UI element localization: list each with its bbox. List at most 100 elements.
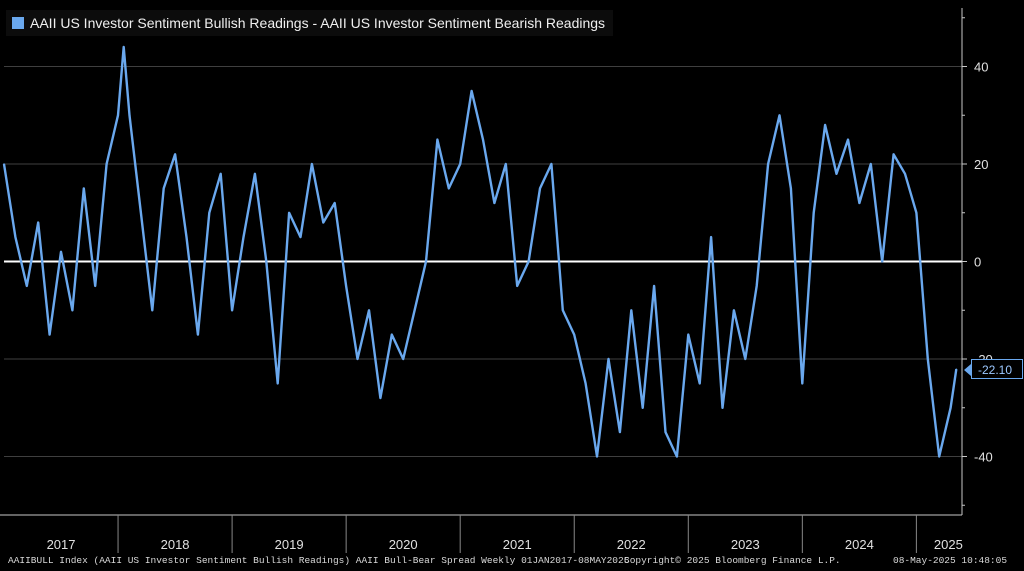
x-tick-label: 2022 (617, 537, 646, 552)
series-point (379, 397, 382, 399)
series-point (151, 309, 154, 312)
series-point (562, 309, 564, 312)
series-point (778, 114, 781, 117)
series-point (356, 358, 359, 360)
series-point (733, 309, 735, 312)
series-point (345, 285, 347, 287)
series-point (573, 333, 576, 336)
series-point (881, 260, 883, 263)
series-point (425, 260, 427, 263)
series-point (630, 309, 633, 312)
series-point (242, 236, 245, 238)
series-point (482, 138, 484, 141)
series-point (254, 172, 256, 175)
y-tick-label: 0 (974, 255, 981, 270)
x-tick-label: 2019 (275, 537, 304, 552)
series-point (94, 285, 97, 287)
series-point (390, 333, 393, 336)
series-point (436, 138, 439, 141)
footer-copyright: Copyright© 2025 Bloomberg Finance L.P. (624, 555, 841, 566)
series-point (687, 333, 690, 336)
series-point (60, 250, 62, 253)
series-point (664, 431, 667, 433)
series-point (641, 406, 644, 409)
series-point (459, 163, 461, 165)
series-point (493, 202, 496, 204)
legend-label: AAII US Investor Sentiment Bullish Readi… (30, 15, 606, 31)
series-point (812, 211, 815, 214)
series-point (128, 114, 131, 117)
gridlines (4, 66, 962, 457)
series-point (892, 153, 895, 156)
series-point (83, 187, 85, 190)
series-point (619, 431, 621, 433)
series-point (197, 333, 199, 336)
series-point (185, 236, 188, 238)
series-point (265, 260, 268, 263)
legend: AAII US Investor Sentiment Bullish Readi… (6, 10, 614, 36)
series-point (208, 211, 211, 214)
series-point (698, 382, 701, 385)
series-point (904, 172, 906, 175)
y-tick-label: 40 (974, 60, 988, 75)
series-point (231, 309, 233, 312)
series-point (847, 138, 849, 141)
series-point (926, 358, 929, 360)
series-point (105, 163, 108, 165)
x-tick-label: 2018 (161, 537, 190, 552)
series-point (122, 46, 125, 48)
x-tick-label: 2024 (845, 537, 874, 552)
legend-swatch (12, 17, 24, 29)
series-point (71, 309, 74, 312)
series-point (835, 172, 838, 175)
y-tick-label: 20 (974, 157, 988, 172)
x-tick-label: 2023 (731, 537, 760, 552)
series-point (174, 153, 176, 156)
series-point (869, 163, 872, 165)
series-point (413, 309, 416, 312)
footer-description: AAIIBULL Index (AAII US Investor Sentime… (8, 555, 630, 566)
series-point (288, 211, 290, 214)
series-point (653, 285, 655, 287)
series-point (162, 187, 165, 190)
series-point (721, 406, 724, 409)
series-layer (2, 45, 958, 458)
series-point (311, 163, 313, 165)
last-value-tag: -22.10 (964, 359, 1023, 379)
series-point (402, 358, 404, 360)
series-point (607, 358, 610, 360)
series-point (3, 163, 5, 165)
series-point (48, 333, 51, 336)
series-point (470, 90, 473, 92)
series-point (527, 260, 530, 263)
series-point (938, 455, 940, 458)
series-point (915, 211, 918, 214)
series-point (949, 406, 952, 409)
x-tick-label: 2025 (934, 537, 963, 552)
series-point (26, 285, 28, 287)
series-point (584, 382, 587, 385)
x-tick-label: 2017 (47, 537, 76, 552)
series-point (755, 285, 758, 287)
x-tick-label: 2020 (389, 537, 418, 552)
footer-timestamp: 08-May-2025 10:48:05 (893, 555, 1008, 566)
series-point (858, 202, 861, 204)
series-point (219, 172, 222, 175)
series-point (550, 163, 553, 165)
series-point (299, 236, 302, 238)
series-point (596, 455, 598, 458)
series-point (710, 236, 712, 238)
series-point (955, 368, 958, 371)
series-point (676, 455, 678, 458)
series-point (37, 221, 40, 224)
series-point (744, 358, 747, 360)
series-point (368, 309, 370, 312)
series-line (2, 45, 958, 458)
series-point (322, 221, 325, 224)
series-point (140, 211, 142, 214)
series-point (824, 124, 826, 126)
series-point (539, 187, 541, 190)
series-point (505, 163, 507, 165)
y-tick-label: -40 (974, 450, 993, 465)
